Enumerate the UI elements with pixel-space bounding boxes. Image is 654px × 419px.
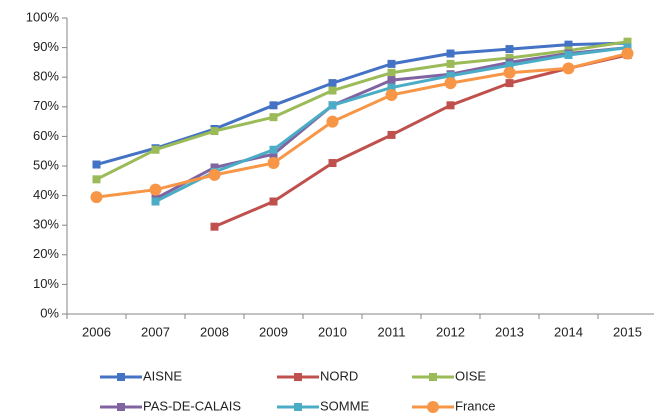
data-point	[210, 163, 219, 172]
legend-label: AISNE	[143, 368, 182, 383]
series-line	[213, 53, 628, 229]
data-point	[564, 40, 573, 49]
data-point	[151, 197, 160, 206]
data-point	[151, 145, 160, 154]
data-point	[328, 101, 337, 110]
legend-marker	[117, 403, 125, 411]
x-tick-label: 2014	[554, 324, 583, 339]
data-point	[621, 47, 634, 60]
legend-marker	[427, 401, 439, 413]
data-point	[269, 113, 278, 122]
data-point	[505, 45, 514, 54]
data-point	[269, 150, 278, 159]
data-point	[269, 101, 278, 110]
x-tick-label: 2007	[141, 324, 170, 339]
data-point	[446, 49, 455, 58]
y-tick-label: 10%	[33, 276, 59, 291]
legend-marker	[294, 373, 302, 381]
data-point	[267, 157, 280, 170]
data-point	[446, 101, 455, 110]
data-point	[505, 61, 514, 70]
data-point	[328, 159, 337, 168]
series-line	[96, 52, 628, 199]
y-tick-label: 80%	[33, 69, 59, 84]
x-tick-label: 2012	[436, 324, 465, 339]
data-point	[444, 77, 457, 90]
data-point	[446, 59, 455, 68]
data-point	[210, 127, 219, 136]
y-tick-label: 0%	[40, 305, 59, 320]
data-point	[387, 130, 396, 139]
data-point	[505, 79, 514, 88]
x-tick-label: 2009	[259, 324, 288, 339]
data-point	[269, 145, 278, 154]
data-point	[446, 71, 455, 80]
data-point	[149, 183, 162, 196]
series-line	[95, 40, 628, 181]
legend-label: PAS-DE-CALAIS	[143, 398, 241, 413]
data-point	[387, 59, 396, 68]
y-tick-label: 40%	[33, 187, 59, 202]
y-tick-label: 60%	[33, 128, 59, 143]
legend-label: NORD	[320, 368, 358, 383]
data-point	[387, 68, 396, 77]
data-point	[328, 79, 337, 88]
legend-label: SOMME	[320, 398, 369, 413]
data-point	[210, 222, 219, 231]
data-point	[562, 62, 575, 75]
y-tick-label: 90%	[33, 39, 59, 54]
data-point	[328, 86, 337, 95]
x-tick-label: 2015	[613, 324, 642, 339]
series-line	[96, 41, 628, 166]
data-point	[505, 53, 514, 62]
data-point	[92, 160, 101, 169]
data-point	[269, 197, 278, 206]
data-point	[385, 88, 398, 101]
data-point	[387, 76, 396, 85]
y-tick-label: 100%	[26, 9, 60, 24]
x-tick-label: 2008	[200, 324, 229, 339]
data-point	[208, 168, 221, 181]
legend-marker	[117, 373, 125, 381]
data-point	[92, 175, 101, 184]
legend-label: France	[455, 398, 495, 413]
y-tick-label: 50%	[33, 157, 59, 172]
legend-marker	[294, 403, 302, 411]
data-point	[503, 66, 516, 79]
data-point	[387, 83, 396, 92]
y-tick-label: 20%	[33, 246, 59, 261]
data-point	[90, 191, 103, 204]
data-point	[564, 51, 573, 59]
x-tick-label: 2006	[82, 324, 111, 339]
y-tick-label: 30%	[33, 217, 59, 232]
x-tick-label: 2011	[378, 324, 406, 339]
x-tick-label: 2010	[318, 324, 347, 339]
x-tick-label: 2013	[495, 324, 524, 339]
data-point	[326, 115, 339, 128]
y-tick-label: 70%	[33, 98, 59, 113]
data-point	[623, 37, 632, 46]
legend-marker	[429, 373, 437, 381]
legend-label: OISE	[455, 368, 486, 383]
